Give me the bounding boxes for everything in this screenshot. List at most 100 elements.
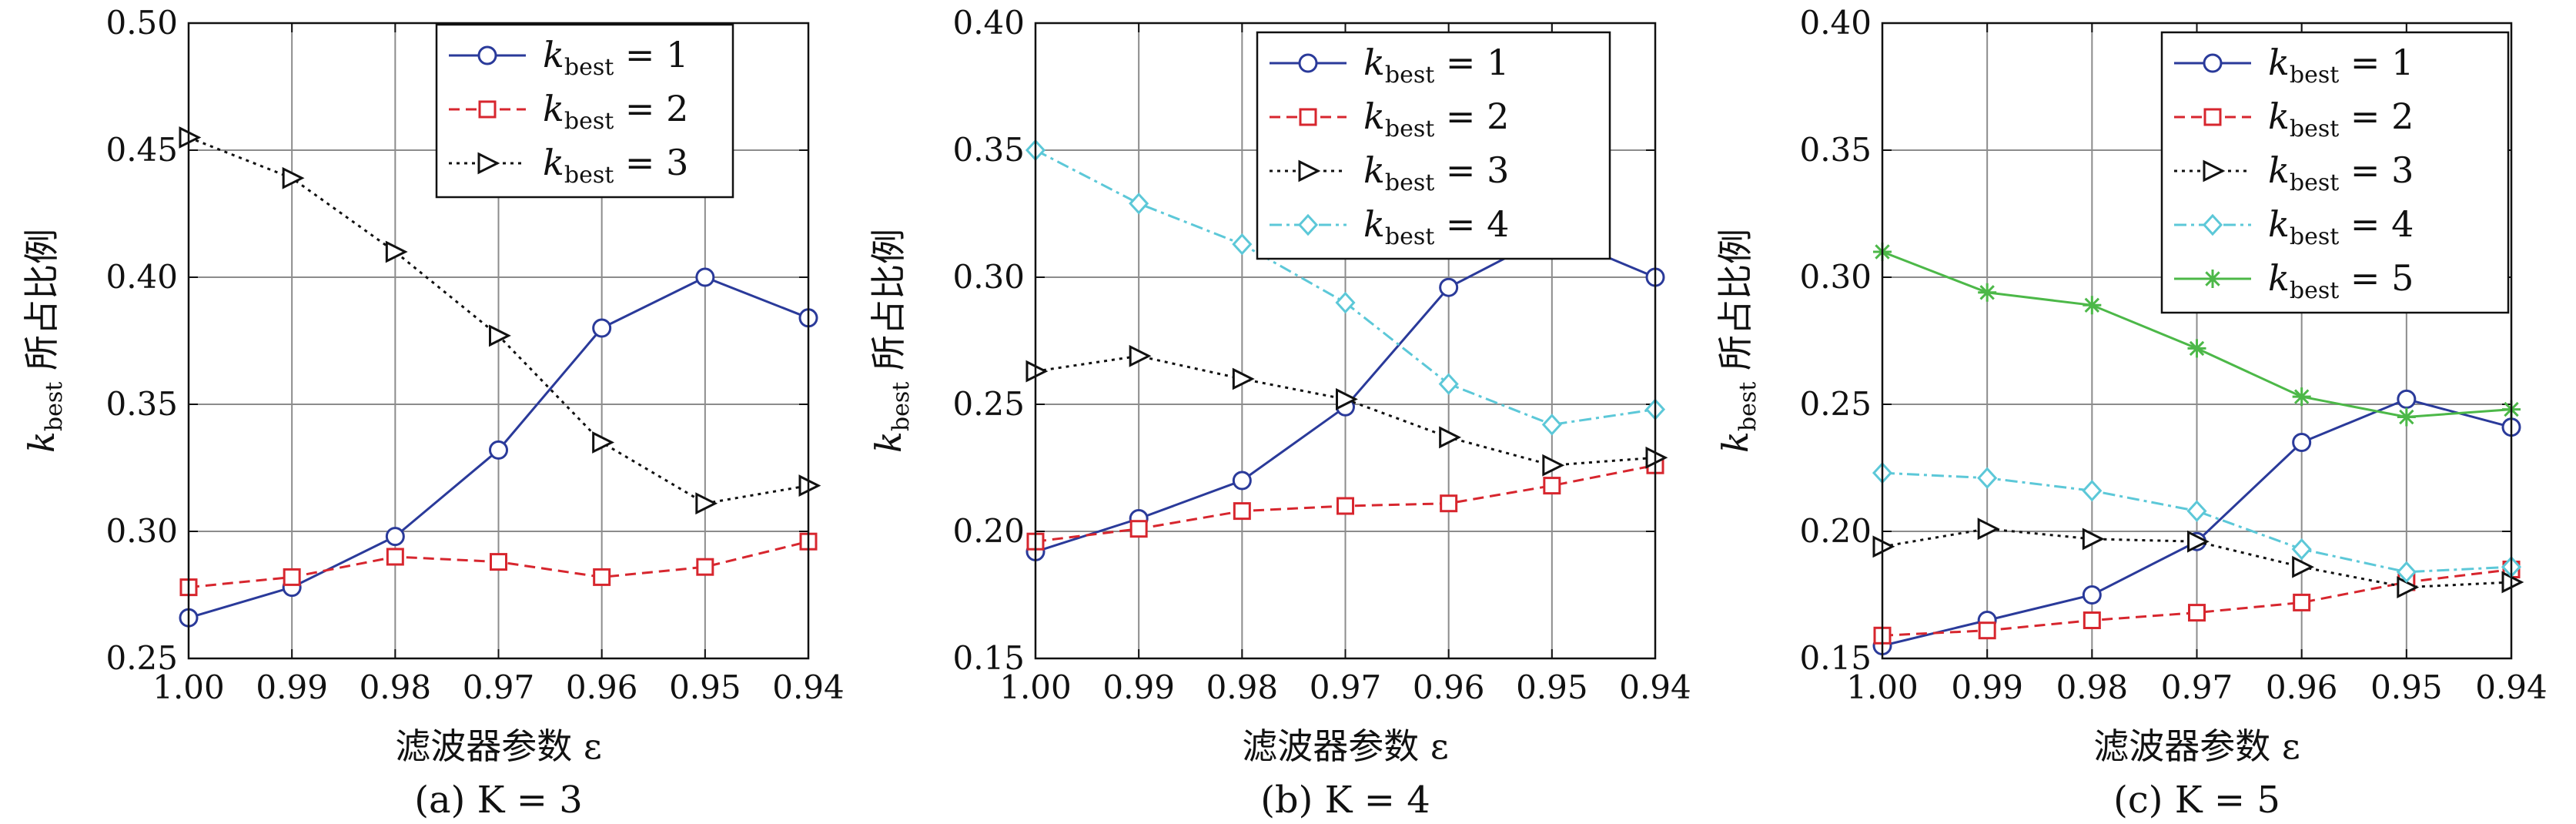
y-axis-label-text-k: k (1715, 431, 1756, 453)
legend-label-3: kbest = 3 (543, 142, 688, 189)
chart-panel-1: 1.00 0.99 0.98 0.97 0.96 0.95 0.94 0.25 0.30 0.35… (21, 4, 845, 822)
legend-label-1-rest: = 1 (2339, 42, 2414, 83)
y-axis-label: kbest 所占比例 (21, 229, 68, 453)
y-axis-label-text: kbest 所占比例 (1715, 229, 1761, 453)
x-tick-label: 0.98 (2056, 668, 2129, 706)
legend-label-2-rest: = 2 (2339, 95, 2414, 137)
panel-caption: (a) K = 3 (414, 779, 582, 822)
x-axis-label: 滤波器参数 ε (395, 725, 601, 767)
panel-caption: (b) K = 4 (1260, 779, 1430, 822)
data-point-3 (1542, 454, 1565, 477)
y-tick-label: 0.20 (1799, 512, 1872, 550)
x-tick-label: 1.00 (152, 668, 225, 706)
legend-label-3-rest: = 3 (614, 142, 688, 183)
legend-marker (2203, 108, 2222, 126)
data-point-5 (2292, 387, 2311, 407)
data-point-3 (1439, 426, 1462, 449)
x-tick-label: 0.95 (1516, 668, 1588, 706)
legend-box (1256, 31, 1611, 260)
y-tick-label: 0.30 (105, 512, 178, 550)
legend-label-1-k: k (2268, 42, 2290, 83)
y-axis-label: kbest 所占比例 (868, 229, 915, 453)
data-point-2 (386, 548, 404, 566)
y-tick-label: 0.40 (1799, 4, 1872, 42)
y-tick-label: 0.20 (952, 512, 1025, 550)
data-point-2 (593, 568, 611, 586)
chart-panel-2: 1.00 0.99 0.98 0.97 0.96 0.95 0.94 0.15 0.20 0.25… (868, 4, 1691, 822)
data-point-4 (1129, 193, 1149, 215)
y-axis-label: kbest 所占比例 (1715, 229, 1761, 453)
legend-label-4: kbest = 4 (2268, 203, 2414, 250)
legend-label-2-k: k (543, 88, 564, 129)
legend-label-2-sub: best (1385, 116, 1434, 142)
legend-marker (1297, 213, 1319, 236)
y-tick-label: 0.45 (105, 131, 178, 169)
y-tick-label: 0.40 (952, 4, 1025, 42)
legend-label-5: kbest = 5 (2268, 257, 2414, 304)
legend-label-2: kbest = 2 (543, 88, 688, 135)
legend-label-1-sub: best (2290, 62, 2339, 89)
data-point-3 (1232, 367, 1255, 390)
data-point-1 (695, 267, 715, 287)
data-point-3 (489, 324, 511, 347)
data-point-3 (2397, 576, 2420, 599)
data-point-3 (2292, 555, 2315, 578)
legend-label-3-k: k (1363, 149, 1385, 191)
legend-label-2: kbest = 2 (2268, 95, 2414, 142)
x-tick-label: 0.99 (1951, 668, 2023, 706)
y-axis-label-text-sub: best (41, 382, 68, 431)
x-tick-label: 0.96 (2266, 668, 2338, 706)
y-axis-label-text-sub: best (1735, 382, 1761, 431)
data-point-2 (2083, 611, 2101, 629)
data-point-3 (2082, 528, 2105, 551)
data-point-3 (1336, 387, 1358, 410)
x-axis-label: 滤波器参数 ε (2093, 725, 2300, 767)
y-tick-label: 0.25 (1799, 385, 1872, 423)
data-point-4 (1335, 291, 1356, 314)
y-tick-label: 0.25 (952, 385, 1025, 423)
legend-label-5-rest: = 5 (2339, 257, 2414, 299)
x-tick-label: 0.99 (1102, 668, 1175, 706)
y-axis-label-text-rest: 所占比例 (21, 229, 62, 382)
y-axis-label-text-sub: best (888, 382, 915, 431)
legend-label-3: kbest = 3 (2268, 149, 2414, 196)
data-point-3 (1977, 518, 2000, 541)
data-point-2 (1543, 477, 1561, 495)
y-tick-label: 0.15 (952, 639, 1025, 677)
data-point-3 (592, 431, 615, 454)
panel-caption: (c) K = 5 (2113, 779, 2280, 822)
data-point-2 (2188, 604, 2206, 622)
data-point-2 (283, 568, 301, 586)
data-point-5 (1978, 283, 1997, 302)
y-axis-label-text: kbest 所占比例 (21, 229, 68, 453)
legend-label-1: kbest = 1 (2268, 42, 2414, 89)
data-point-2 (1440, 494, 1458, 513)
x-tick-label: 0.97 (463, 668, 535, 706)
plot-frame (1034, 22, 1657, 660)
data-point-1 (2397, 389, 2417, 409)
legend-label-2-k: k (1363, 95, 1385, 137)
data-point-2 (2293, 593, 2311, 611)
data-point-5 (2083, 296, 2102, 315)
legend-label-2-sub: best (564, 108, 614, 135)
data-point-1 (592, 318, 612, 338)
data-point-2 (1978, 621, 1996, 640)
data-point-4 (2186, 500, 2207, 522)
legend-label-3-k: k (543, 142, 564, 183)
legend-marker (1298, 53, 1318, 73)
y-tick-label: 0.35 (952, 131, 1025, 169)
y-tick-label: 0.50 (105, 4, 178, 42)
x-tick-label: 0.95 (669, 668, 741, 706)
legend-label-4-sub: best (2290, 223, 2339, 250)
legend-label-1: kbest = 1 (543, 34, 688, 81)
legend-label-1-k: k (1363, 42, 1385, 83)
legend-label-3-rest: = 3 (1434, 149, 1509, 191)
legend-marker (1299, 108, 1317, 126)
legend-label-5-sub: best (2290, 277, 2339, 304)
legend-label-2: kbest = 2 (1363, 95, 1509, 142)
x-tick-label: 0.96 (1413, 668, 1485, 706)
data-point-4 (1232, 233, 1253, 256)
